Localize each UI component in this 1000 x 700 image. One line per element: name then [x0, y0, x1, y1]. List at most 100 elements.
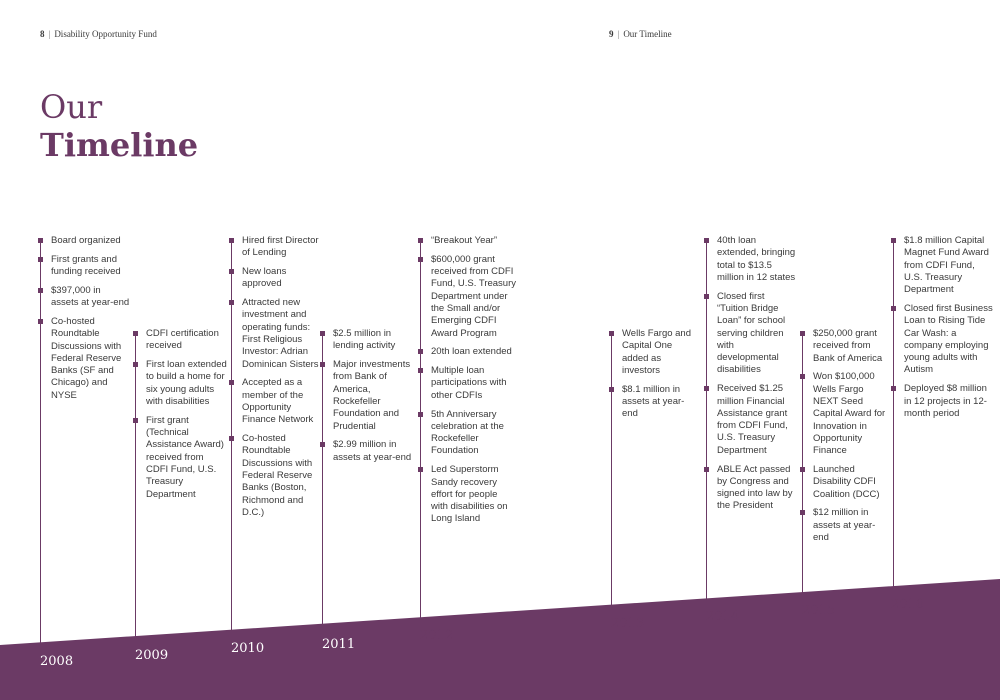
list-item: $8.1 million in assets at year-end	[609, 384, 691, 421]
page-title: Our Timeline	[40, 88, 198, 164]
list-item: Led Superstorm Sandy recovery effort for…	[418, 464, 516, 525]
timeline-entry-2014: 40th loan extended, bringing total to $1…	[704, 235, 798, 519]
bullet-icon	[229, 269, 234, 275]
timeline-entry-2016: $1.8 million Capital Magnet Fund Award f…	[891, 235, 993, 427]
year-label-2015: 2015	[802, 603, 836, 618]
bullet-icon	[229, 300, 234, 306]
bullet-icon	[800, 374, 805, 380]
left-page-number: 8	[40, 29, 45, 39]
bullet-icon	[891, 386, 896, 392]
bullet-icon	[704, 386, 709, 392]
list-item: $397,000 in assets at year-end	[38, 285, 130, 310]
list-item: Co-hosted Roundtable Discussions with Fe…	[229, 433, 319, 519]
year-label-2009: 2009	[135, 648, 169, 663]
bullet-icon	[320, 362, 325, 368]
list-item: “Breakout Year”	[418, 235, 516, 247]
list-item: Board organized	[38, 235, 130, 247]
year-label-2010: 2010	[231, 641, 265, 656]
bullet-icon	[133, 331, 138, 336]
timeline-entry-2010: Hired first Director of Lending New loan…	[229, 235, 319, 526]
page-title-line-1: Our	[40, 88, 103, 126]
timeline-line-2011	[322, 333, 323, 627]
bullet-icon	[229, 238, 234, 243]
bullet-icon	[609, 331, 614, 336]
ground-band	[0, 579, 1000, 700]
list-item: CDFI certification received	[133, 328, 227, 353]
list-item: Won $100,000 Wells Fargo NEXT Seed Capit…	[800, 371, 890, 457]
page-title-line-2: Timeline	[40, 126, 199, 164]
bullet-icon	[418, 411, 423, 417]
timeline-entry-2013: Wells Fargo and Capital One added as inv…	[609, 328, 691, 427]
list-item: $12 million in assets at year-end	[800, 507, 890, 544]
bullet-icon	[229, 380, 234, 386]
list-item: Attracted new investment and operating f…	[229, 297, 319, 371]
list-item: Hired first Director of Lending	[229, 235, 319, 260]
list-item: Received $1.25 million Financial Assista…	[704, 383, 798, 457]
timeline-line-2016	[893, 240, 894, 590]
year-label-2014: 2014	[706, 609, 740, 624]
list-item: Multiple loan participations with other …	[418, 365, 516, 402]
bullet-icon	[800, 331, 805, 336]
bullet-icon	[704, 466, 709, 472]
timeline-line-2013	[611, 333, 612, 609]
right-page-number: 9	[609, 29, 614, 39]
list-item: ABLE Act passed by Congress and signed i…	[704, 464, 798, 513]
left-page-title: Disability Opportunity Fund	[54, 29, 157, 39]
bullet-icon	[320, 331, 325, 336]
bullet-icon	[418, 467, 423, 473]
bullet-icon	[418, 368, 423, 374]
bullet-icon	[38, 256, 43, 262]
right-page-title: Our Timeline	[623, 29, 672, 39]
bullet-icon	[800, 510, 805, 516]
bullet-icon	[38, 238, 43, 243]
timeline-entry-2012: “Breakout Year” $600,000 grant received …	[418, 235, 516, 532]
list-item: First grants and funding received	[38, 254, 130, 279]
list-item: First grant (Technical Assistance Award)…	[133, 415, 227, 501]
year-label-2012: 2012	[420, 628, 454, 643]
list-item: $1.8 million Capital Magnet Fund Award f…	[891, 235, 993, 296]
list-item: $600,000 grant received from CDFI Fund, …	[418, 254, 516, 340]
list-item: 5th Anniversary celebration at the Rocke…	[418, 409, 516, 458]
list-item: $2.99 million in assets at year-end	[320, 439, 412, 464]
list-item: 40th loan extended, bringing total to $1…	[704, 235, 798, 284]
list-item: Major investments from Bank of America, …	[320, 359, 412, 433]
list-item: First loan extended to build a home for …	[133, 359, 227, 408]
right-page-header: 9 | Our Timeline	[609, 29, 672, 39]
bullet-icon	[418, 238, 423, 243]
bullet-icon	[418, 256, 423, 262]
list-item: Launched Disability CDFI Coalition (DCC)	[800, 464, 890, 501]
bullet-icon	[38, 287, 43, 293]
bullet-icon	[800, 466, 805, 472]
bullet-icon	[229, 436, 234, 442]
list-item: $250,000 grant received from Bank of Ame…	[800, 328, 890, 365]
timeline-line-2014	[706, 240, 707, 602]
list-item: Wells Fargo and Capital One added as inv…	[609, 328, 691, 377]
left-page-header: 8 | Disability Opportunity Fund	[40, 29, 157, 39]
list-item: Closed first Business Loan to Rising Tid…	[891, 303, 993, 377]
bullet-icon	[891, 305, 896, 311]
list-item: New loans approved	[229, 266, 319, 291]
bullet-icon	[38, 318, 43, 324]
year-label-2008: 2008	[40, 654, 74, 669]
timeline-line-2008	[40, 240, 41, 645]
bullet-icon	[891, 238, 896, 243]
timeline-entry-2015: $250,000 grant received from Bank of Ame…	[800, 328, 890, 551]
list-item: $2.5 million in lending activity	[320, 328, 412, 353]
bullet-icon	[133, 362, 138, 368]
timeline-entry-2009: CDFI certification received First loan e…	[133, 328, 227, 507]
timeline-entry-2008: Board organized First grants and funding…	[38, 235, 130, 409]
bullet-icon	[704, 238, 709, 243]
timeline-line-2012	[420, 240, 421, 621]
list-item: 20th loan extended	[418, 346, 516, 358]
timeline-line-2009	[135, 333, 136, 639]
year-label-2013: 2013	[611, 616, 645, 631]
header-separator: |	[48, 29, 51, 39]
list-item: Co-hosted Roundtable Discussions with Fe…	[38, 316, 130, 402]
list-item: Closed first “Tuition Bridge Loan” for s…	[704, 291, 798, 377]
timeline-entry-2011: $2.5 million in lending activity Major i…	[320, 328, 412, 470]
year-label-2011: 2011	[322, 637, 356, 652]
bullet-icon	[320, 442, 325, 448]
bullet-icon	[418, 349, 423, 355]
header-separator: |	[617, 29, 620, 39]
